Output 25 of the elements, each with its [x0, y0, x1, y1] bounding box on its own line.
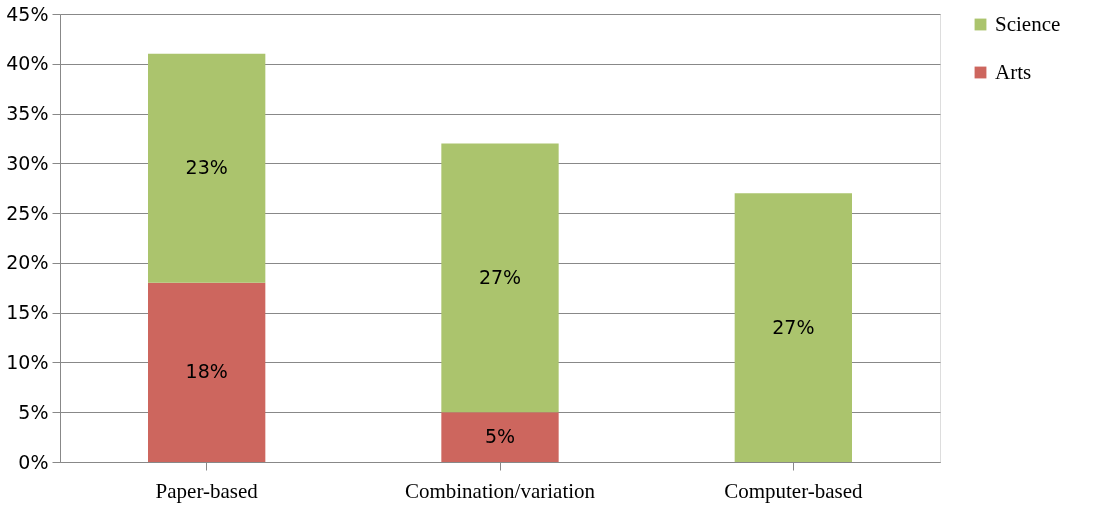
y-tick-label: 25%: [6, 201, 49, 224]
y-tick-label: 0%: [18, 450, 49, 473]
y-tick-label: 5%: [18, 400, 49, 423]
data-label: 23%: [185, 156, 228, 179]
data-label: 27%: [772, 315, 815, 338]
bar: [441, 412, 559, 462]
y-tick-label: 40%: [6, 52, 49, 75]
y-tick-label: 10%: [6, 350, 49, 373]
bar: [734, 193, 852, 462]
legend-label: Science: [995, 11, 1061, 36]
bar: [441, 143, 559, 413]
legend-label: Arts: [995, 59, 1032, 84]
y-tick-label: 45%: [6, 2, 49, 25]
x-tick-label: Paper-based: [155, 478, 259, 503]
y-tick-label: 15%: [6, 301, 49, 324]
x-tick-label: Computer-based: [724, 478, 864, 503]
y-tick-label: 20%: [6, 251, 49, 274]
data-label: 27%: [478, 265, 522, 288]
data-label: 5%: [484, 425, 516, 448]
x-tick-label: Combination/variation: [404, 478, 596, 503]
bar: [148, 53, 266, 283]
data-label: 18%: [185, 360, 228, 383]
y-tick-label: 35%: [6, 102, 49, 125]
bar: [148, 282, 266, 462]
y-tick-label: 30%: [6, 151, 49, 174]
